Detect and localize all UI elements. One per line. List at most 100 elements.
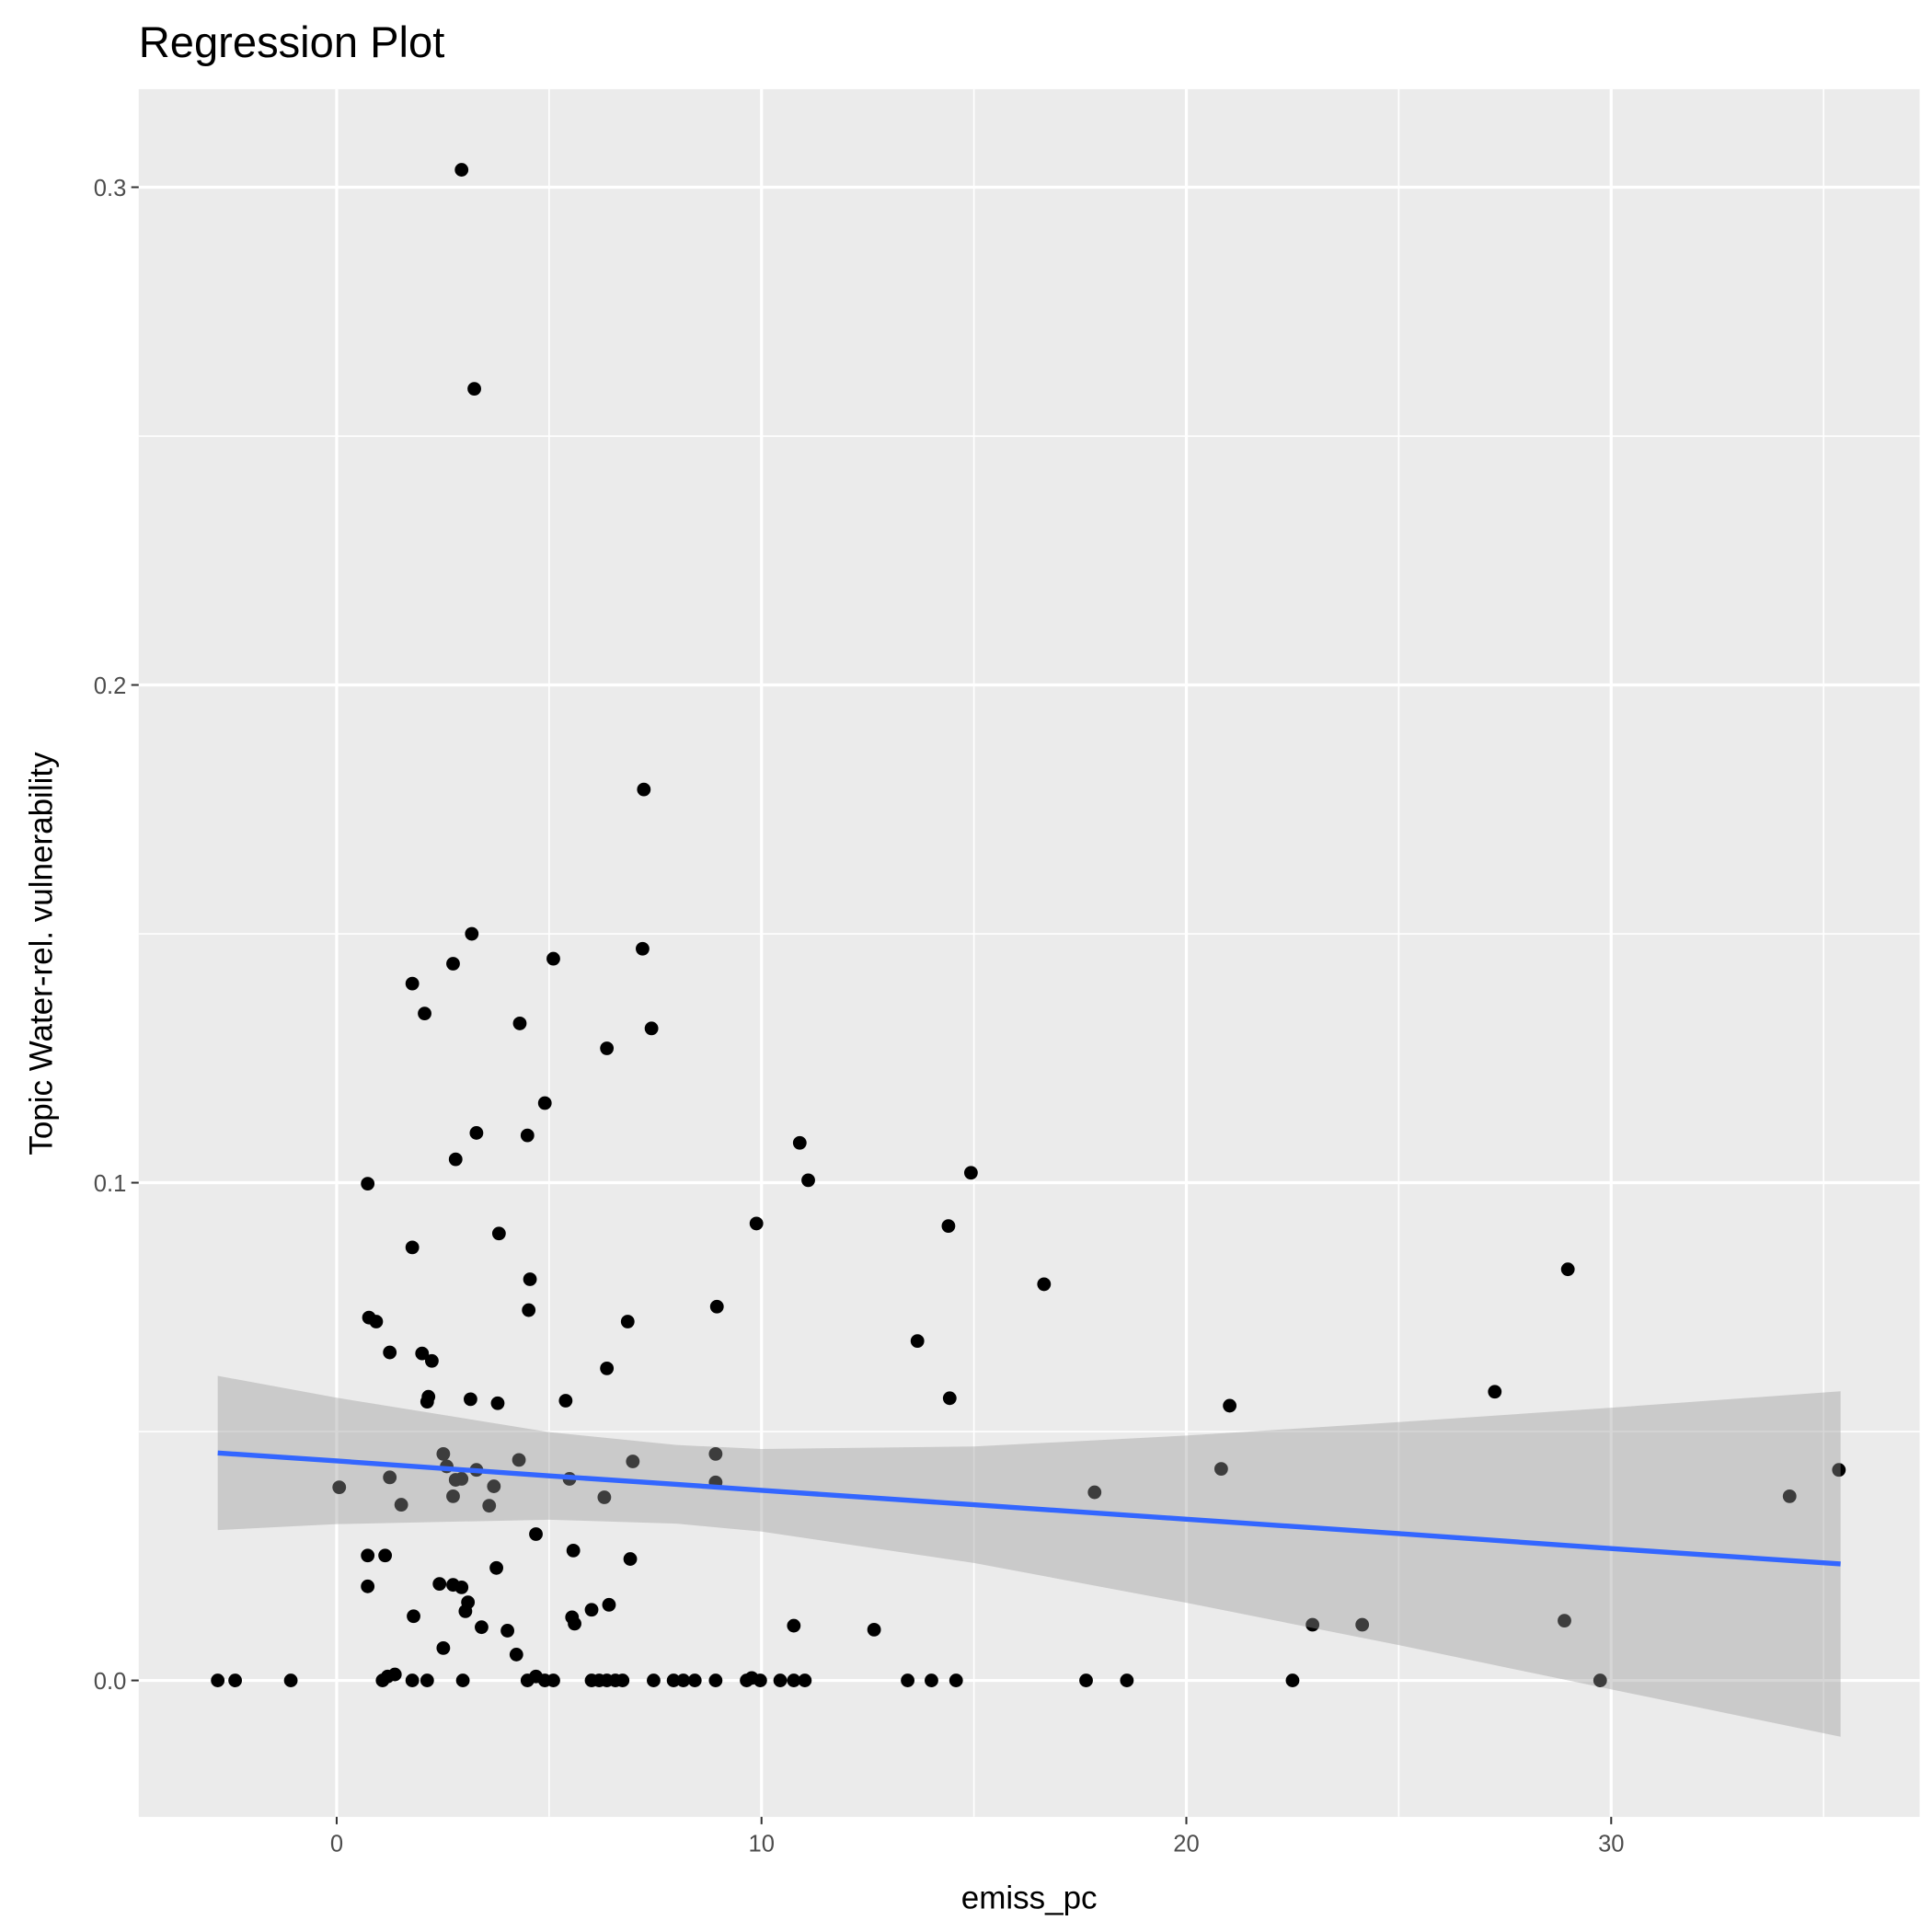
- minor-gridlines: [138, 88, 1920, 1817]
- data-point: [378, 1548, 393, 1563]
- data-point: [1560, 1262, 1575, 1277]
- data-point: [523, 1272, 537, 1286]
- data-point: [332, 1480, 347, 1495]
- data-point: [407, 1609, 420, 1624]
- data-point: [963, 1166, 978, 1180]
- data-point: [465, 926, 479, 941]
- data-point: [1305, 1617, 1320, 1632]
- data-point: [228, 1673, 242, 1687]
- data-point: [709, 1299, 724, 1314]
- data-point: [520, 1128, 535, 1143]
- data-point: [647, 1673, 661, 1687]
- data-point: [454, 163, 469, 177]
- y-tick-label: 0.0: [94, 1669, 127, 1695]
- data-point: [512, 1017, 527, 1030]
- data-point: [509, 1648, 523, 1662]
- data-point: [1593, 1673, 1607, 1687]
- data-point: [490, 1396, 505, 1410]
- x-axis-ticks: 0 10 20 30: [330, 1816, 1625, 1857]
- data-point: [446, 1489, 460, 1503]
- data-point: [558, 1394, 573, 1408]
- data-point: [489, 1560, 503, 1575]
- regression-line: [217, 1450, 1841, 1567]
- data-point: [405, 1240, 420, 1255]
- x-tick-label: 30: [1598, 1832, 1624, 1857]
- data-point: [482, 1499, 497, 1513]
- data-point: [1087, 1485, 1102, 1500]
- x-tick-label: 20: [1173, 1832, 1199, 1857]
- data-point: [1285, 1673, 1300, 1687]
- data-point: [749, 1216, 764, 1231]
- data-point: [941, 1219, 956, 1234]
- data-point: [420, 1673, 434, 1687]
- data-point: [211, 1673, 225, 1687]
- data-point: [666, 1673, 681, 1687]
- data-point: [529, 1527, 543, 1541]
- data-point: [1037, 1277, 1052, 1292]
- data-point: [487, 1479, 501, 1493]
- data-point: [566, 1543, 581, 1558]
- data-point: [708, 1673, 723, 1687]
- data-point: [436, 1640, 451, 1655]
- data-point: [424, 1353, 439, 1368]
- data-point: [584, 1603, 599, 1617]
- plot-panel: [138, 88, 1920, 1817]
- data-point: [387, 1667, 402, 1682]
- data-point: [787, 1618, 801, 1633]
- x-tick-label: 10: [749, 1832, 775, 1857]
- major-gridlines: [138, 88, 1920, 1817]
- data-point: [491, 1226, 506, 1241]
- data-point: [454, 1472, 469, 1486]
- y-tick-label: 0.2: [94, 673, 127, 699]
- data-point: [949, 1673, 963, 1687]
- data-point: [432, 1577, 447, 1592]
- data-point: [458, 1604, 473, 1618]
- x-tick-label: 0: [330, 1832, 343, 1857]
- data-point: [753, 1673, 767, 1687]
- data-point: [454, 1580, 469, 1594]
- data-point: [448, 1152, 463, 1167]
- data-point: [383, 1470, 397, 1485]
- data-point: [602, 1597, 616, 1612]
- data-point: [464, 1392, 477, 1407]
- data-point: [925, 1673, 938, 1687]
- data-point: [636, 941, 650, 956]
- y-tick-label: 0.1: [94, 1171, 127, 1197]
- y-axis-label: Topic Water-rel. vulnerability: [24, 752, 60, 1156]
- data-point: [615, 1673, 630, 1687]
- data-point: [405, 1673, 420, 1687]
- data-point: [475, 1620, 489, 1635]
- data-point: [708, 1446, 723, 1461]
- data-point: [644, 1021, 659, 1036]
- data-point: [469, 1126, 484, 1140]
- data-point: [792, 1135, 807, 1150]
- data-point: [623, 1552, 638, 1566]
- data-point: [1782, 1489, 1797, 1503]
- data-point: [901, 1673, 914, 1687]
- data-point: [597, 1490, 612, 1504]
- confidence-band: [217, 1375, 1841, 1737]
- data-point: [600, 1361, 615, 1375]
- data-point: [1213, 1462, 1228, 1477]
- y-tick-label: 0.3: [94, 176, 127, 201]
- data-point: [522, 1303, 536, 1317]
- y-axis-ticks: 0.0 0.1 0.2 0.3: [94, 176, 139, 1695]
- data-point: [546, 1673, 560, 1687]
- data-point: [1223, 1398, 1237, 1413]
- data-point: [467, 382, 481, 397]
- data-point: [1832, 1463, 1846, 1478]
- data-point: [394, 1498, 408, 1512]
- data-point: [405, 976, 420, 991]
- data-point: [369, 1315, 384, 1328]
- chart-title: Regression Plot: [139, 17, 445, 66]
- data-point: [626, 1455, 640, 1468]
- data-point: [798, 1673, 812, 1687]
- data-point: [600, 1041, 615, 1055]
- data-point: [500, 1624, 514, 1638]
- data-point: [801, 1173, 815, 1188]
- data-point: [1120, 1673, 1134, 1687]
- x-axis-label: emiss_pc: [961, 1880, 1098, 1915]
- data-point: [455, 1673, 470, 1687]
- data-point: [1558, 1614, 1571, 1628]
